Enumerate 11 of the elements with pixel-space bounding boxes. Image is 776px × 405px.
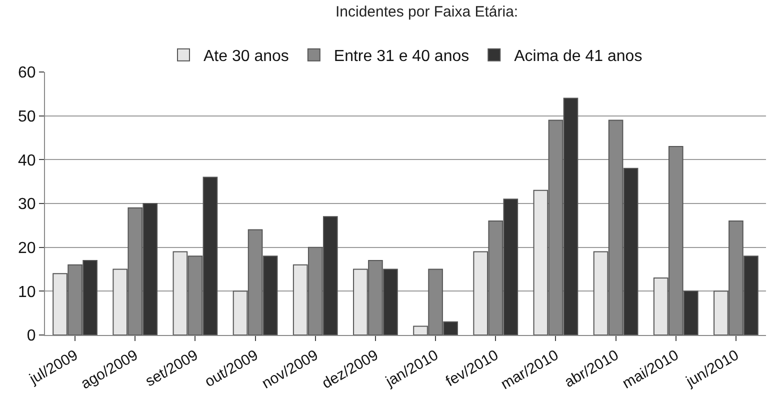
y-tick-label: 50 xyxy=(18,108,36,126)
y-tick-label: 60 xyxy=(18,64,36,82)
legend-label: Entre 31 e 40 anos xyxy=(334,48,470,66)
y-tick-label: 40 xyxy=(18,152,36,170)
y-tick-label: 20 xyxy=(18,240,36,257)
y-tick-label: 10 xyxy=(18,284,36,301)
legend-label: Acima de 41 anos xyxy=(514,48,642,66)
legend-label: Ate 30 anos xyxy=(204,48,289,66)
y-tick-label: 0 xyxy=(26,328,36,345)
y-tick-label: 30 xyxy=(18,196,36,214)
chart-title: Incidentes por Faixa Etária: xyxy=(336,4,518,21)
